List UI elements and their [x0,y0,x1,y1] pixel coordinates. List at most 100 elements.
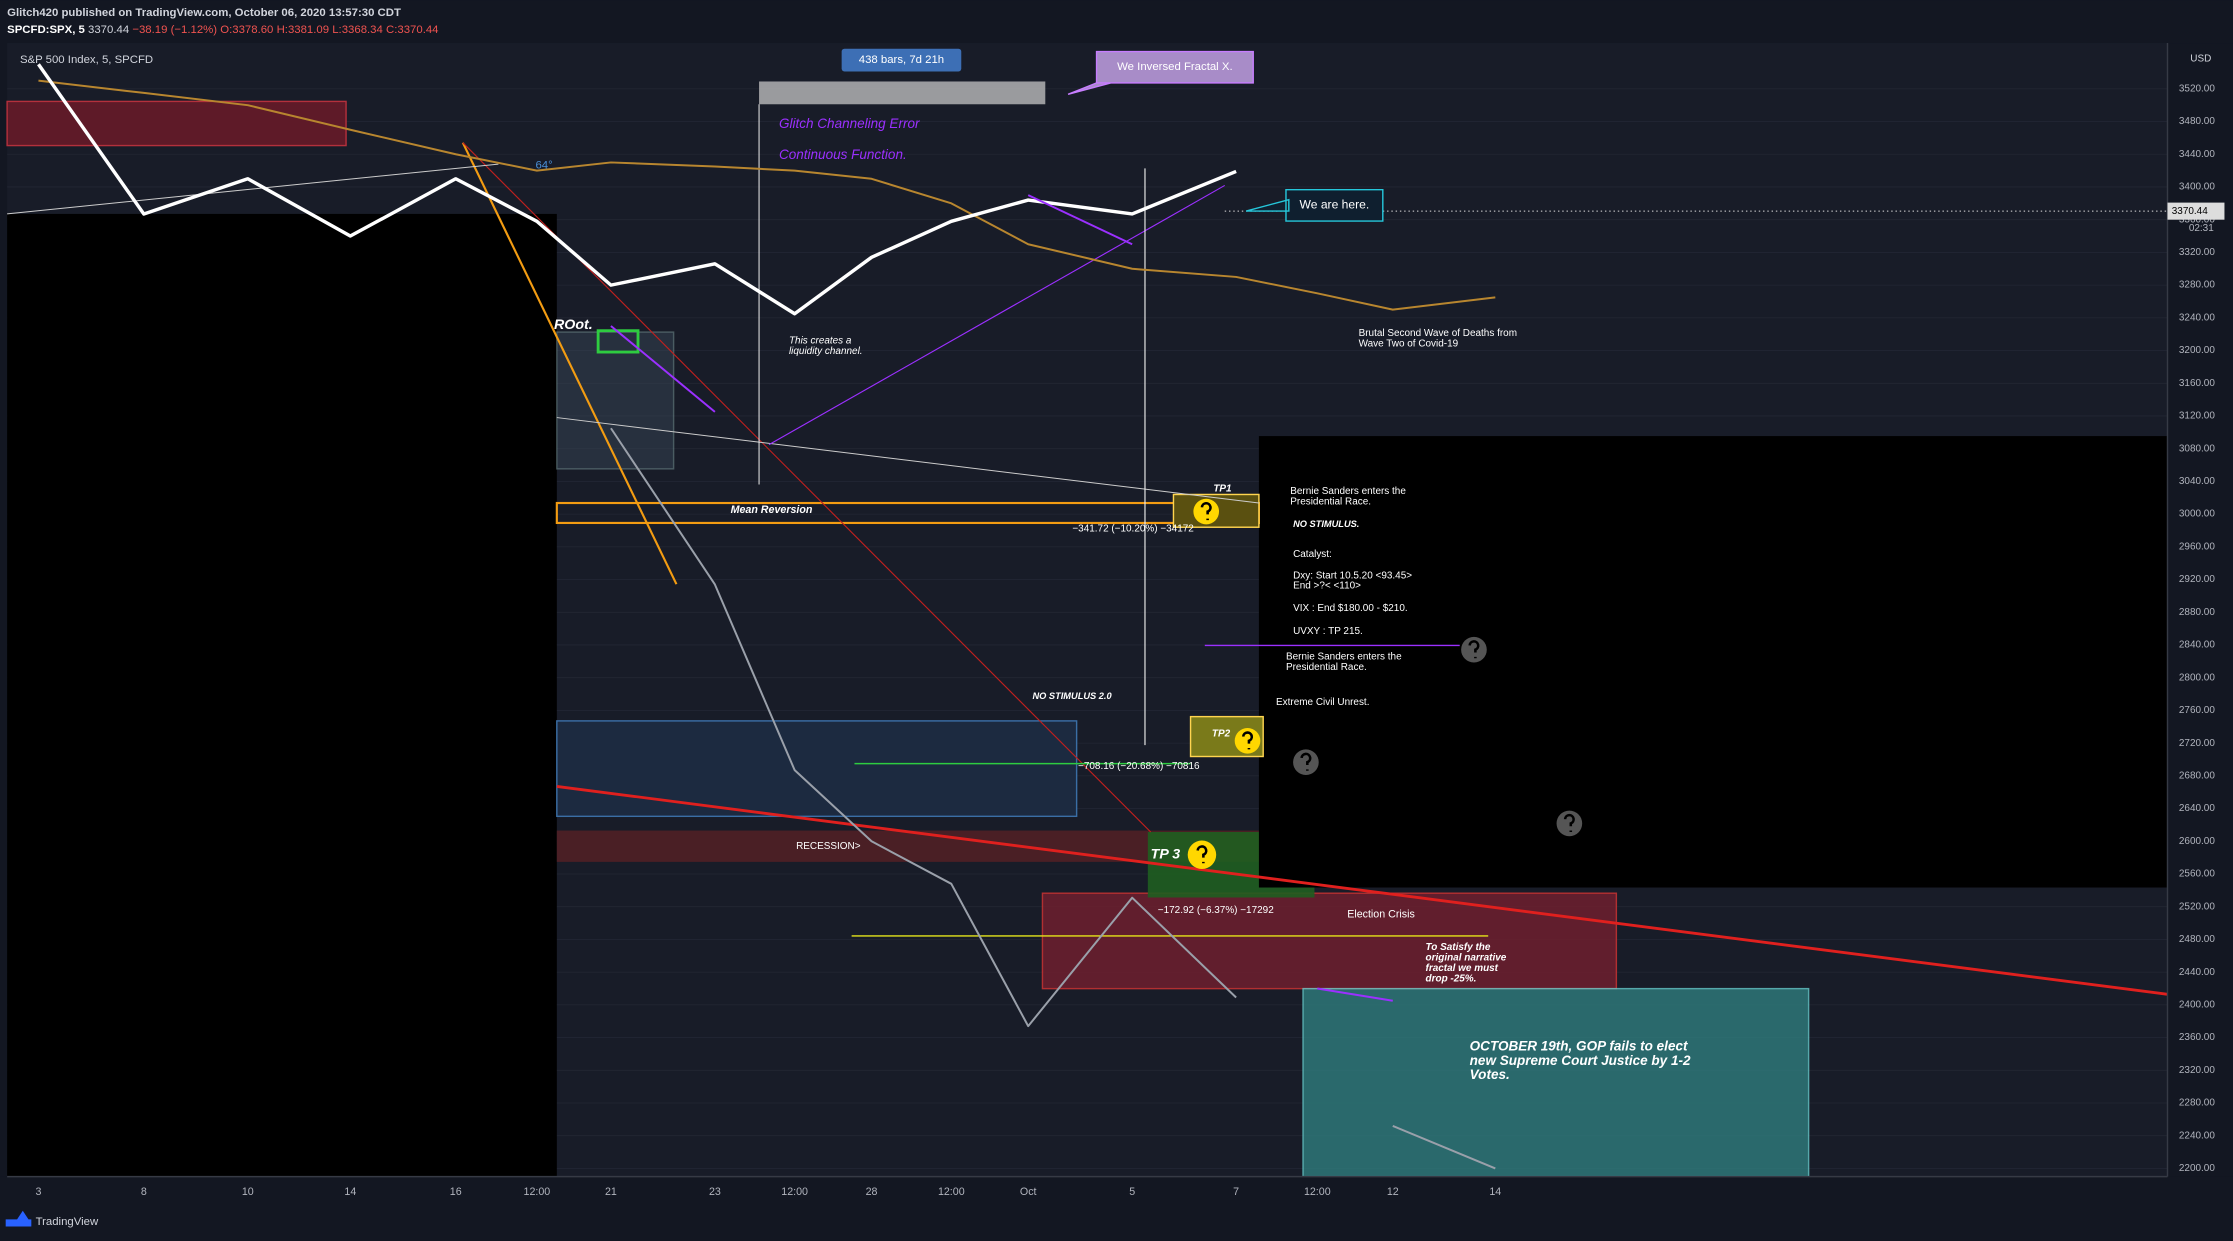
trend-line [768,184,1226,446]
y-tick-label: 2200.00 [2179,1163,2215,1174]
annotation: −708.16 (−20.68%) −70816 [1078,761,1200,772]
y-tick-label: 2240.00 [2179,1130,2215,1141]
x-tick-label: 5 [1129,1186,1135,1198]
legend: S&P 500 Index, 5, SPCFD [20,54,153,66]
annotation: drop -25%. [1426,973,1477,984]
x-tick-label: 10 [242,1186,254,1198]
annotation: End >?< <110> [1293,581,1361,592]
axes: 2200.00 2240.00 2280.00 2320.00 2360.00 2400.… [35,83,2225,1198]
annotation: Dxy: Start 10.5.20 <93.45> [1293,570,1412,581]
y-tick-label: 2720.00 [2179,738,2215,749]
x-tick-label: 8 [141,1186,147,1198]
annotation: Votes. [1470,1067,1510,1082]
x-tick-label: 12:00 [1304,1186,1331,1198]
x-tick-label: 12:00 [781,1186,808,1198]
black-region [7,213,557,1177]
y-tick-label: 2880.00 [2179,607,2215,618]
y-tick-label: 2760.00 [2179,705,2215,716]
annotation: Election Crisis [1347,908,1415,920]
x-tick-label: 14 [1489,1186,1501,1198]
y-tick-label: 3000.00 [2179,509,2215,520]
annotation: new Supreme Court Justice by 1-2 [1470,1053,1691,1068]
annotation: fractal we must [1426,963,1499,974]
x-tick-label: 12:00 [938,1186,965,1198]
y-tick-label: 2800.00 [2179,672,2215,683]
symbol-line: SPCFD:SPX, 5 3370.44 −38.19 (−1.12%) O:3… [7,24,438,36]
callout [1067,50,1254,95]
trend-line [461,142,678,585]
y-tick-label: 2920.00 [2179,574,2215,585]
annotation: To Satisfy the [1426,942,1491,953]
ohlc: H:3381.09 [277,24,330,36]
trend-line [556,417,1259,504]
trend-line [556,784,2168,996]
y-tick-label: 2280.00 [2179,1098,2215,1109]
annotation: Extreme Civil Unrest. [1276,697,1369,708]
y-tick-label: 3280.00 [2179,280,2215,291]
y-tick-label: 2600.00 [2179,836,2215,847]
annotation: UVXY : TP 215. [1293,626,1363,637]
price-tag [2167,202,2225,220]
x-tick-label: 21 [605,1186,617,1198]
y-tick-label: 2440.00 [2179,967,2215,978]
ohlc: L:3368.34 [332,24,383,36]
annotation: liquidity channel. [789,346,863,357]
price-line [37,63,1237,316]
y-tick-label: 3400.00 [2179,182,2215,193]
author-line: Glitch420 published on TradingView.com, … [7,7,401,19]
annotation: We Inversed Fractal X. [1117,61,1232,73]
annotation: RECESSION> [796,841,861,852]
price: 3370.44 [88,24,129,36]
x-tick-label: 12:00 [524,1186,551,1198]
ohlc: O:3378.60 [220,24,273,36]
y-tick-label: 3080.00 [2179,443,2215,454]
zone [1041,892,1618,990]
annotation: TP2 [1212,728,1231,739]
annotation: Presidential Race. [1290,497,1371,508]
last-price-label: 3370.44 [2172,206,2208,217]
annotation: This creates a [789,335,852,346]
ohlc: C:3370.44 [386,24,439,36]
zone [556,720,1078,818]
annotation: We are here. [1300,198,1370,212]
annotation: Wave Two of Covid-19 [1359,339,1459,350]
x-tick-label: Oct [1020,1186,1037,1198]
annotation: NO STIMULUS. [1293,519,1359,529]
x-tick-label: 12 [1387,1186,1399,1198]
x-tick-label: 16 [450,1186,462,1198]
annotations: 438 bars, 7d 21h We Inversed Fractal X. Gl… [535,54,1691,1082]
annotation: TP1 [1213,483,1231,494]
y-tick-label: 2400.00 [2179,999,2215,1010]
y-tick-label: 3480.00 [2179,116,2215,127]
y-tick-label: 3520.00 [2179,83,2215,94]
y-tick-label: 2640.00 [2179,803,2215,814]
annotation: Brutal Second Wave of Deaths from [1359,328,1517,339]
y-tick-label: 2480.00 [2179,934,2215,945]
annotation: 64° [535,160,552,172]
annotation: Mean Reversion [731,504,813,516]
series [37,63,1496,1170]
x-tick-label: 7 [1233,1186,1239,1198]
brand: TradingView [36,1216,99,1228]
y-tick-label: 2560.00 [2179,869,2215,880]
zone [6,100,347,147]
range-box [759,81,1046,105]
x-tick-label: 3 [35,1186,41,1198]
x-tick-label: 28 [866,1186,878,1198]
y-tick-label: 3360.00 [2179,214,2215,225]
time-axis-bg [0,1176,2233,1241]
annotation: VIX : End $180.00 - $210. [1293,603,1408,614]
annotation: Continuous Function. [779,147,907,162]
annotation: original narrative [1426,952,1507,963]
y-tick-label: 2680.00 [2179,770,2215,781]
logo [5,1210,32,1227]
change: −38.19 (−1.12%) [132,24,217,36]
symbol: SPCFD:SPX, 5 [7,24,85,36]
annotation: Catalyst: [1293,549,1332,560]
y-tick-label: 2360.00 [2179,1032,2215,1043]
note-panel [1258,436,2168,888]
y-tick-label: 3120.00 [2179,411,2215,422]
annotation: 438 bars, 7d 21h [859,54,944,66]
annotation: ROot. [554,317,593,333]
